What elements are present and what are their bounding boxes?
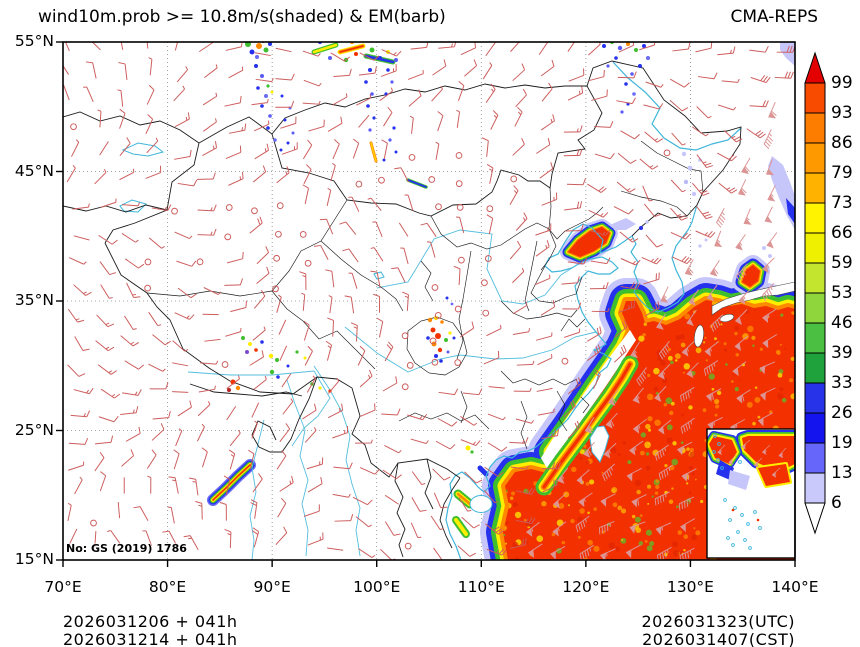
ribbon-bay-of-bengal-band bbox=[207, 459, 256, 506]
shaded-ribbons bbox=[207, 42, 639, 538]
ribbon-coast-blue-dab bbox=[477, 465, 489, 477]
shaded-region- bbox=[707, 431, 742, 469]
map-license-note: No: GS (2019) 1786 bbox=[66, 542, 187, 555]
colorbar bbox=[804, 51, 826, 535]
colorbar-tick-label: 6 bbox=[831, 493, 842, 513]
inset-content bbox=[707, 430, 795, 550]
ribbon-amur-streak-2 bbox=[337, 43, 366, 55]
chart-title: wind10m.prob >= 10.8m/s(shaded) & EM(bar… bbox=[38, 7, 446, 27]
ribbon-hainan-blob-1 bbox=[453, 489, 475, 509]
x-tick-label: 110°E bbox=[457, 578, 505, 596]
ribbon-mongolia-green-dash bbox=[406, 178, 428, 189]
x-tick-label: 70°E bbox=[44, 578, 82, 596]
init-time-cst: 2026031214 + 041h bbox=[63, 630, 238, 647]
model-name: CMA-REPS bbox=[730, 7, 818, 27]
islands bbox=[469, 281, 795, 513]
y-tick-label: 55°N bbox=[14, 32, 54, 50]
colorbar-tick-label: 99 bbox=[831, 73, 853, 93]
shaded-region-japan-sea-cell bbox=[732, 255, 770, 297]
colorbar-tick-label: 59 bbox=[831, 253, 853, 273]
init-time-utc: 2026031206 + 041h bbox=[63, 612, 238, 631]
colorbar-tick-label: 46 bbox=[831, 313, 853, 333]
strait-white-gap bbox=[541, 330, 636, 470]
x-tick-label: 80°E bbox=[148, 578, 187, 596]
x-tick-label: 100°E bbox=[353, 578, 401, 596]
colorbar-tick-label: 73 bbox=[831, 193, 853, 213]
y-tick-label: 35°N bbox=[14, 291, 54, 309]
y-tick-label: 25°N bbox=[14, 420, 54, 439]
colorbar-tick-label: 19 bbox=[831, 433, 853, 453]
valid-time-utc: 2026031323(UTC) bbox=[641, 612, 795, 631]
colorbar-tick-label: 66 bbox=[831, 223, 853, 243]
colorbar-tick-label: 86 bbox=[831, 133, 853, 153]
shaded-region-bohai-cell bbox=[560, 219, 618, 265]
ribbon-hainan-blob-2 bbox=[452, 516, 470, 538]
colorbar-tick-label: 39 bbox=[831, 343, 853, 363]
inset-map bbox=[706, 428, 796, 559]
colorbar-tick-label: 79 bbox=[831, 163, 853, 183]
x-tick-label: 130°E bbox=[666, 578, 714, 596]
ribbon-altai-orange-dash bbox=[369, 141, 378, 163]
wind-barbs bbox=[63, 42, 795, 560]
colorbar-tick-label: 26 bbox=[831, 403, 853, 423]
axis-ticks bbox=[56, 41, 796, 567]
colorbar-tick-label: 93 bbox=[831, 103, 853, 123]
valid-time-cst: 2026031407(CST) bbox=[642, 630, 795, 647]
colorbar-tick-label: 13 bbox=[831, 463, 853, 483]
shaded-patches bbox=[612, 42, 795, 230]
y-tick-label: 45°N bbox=[14, 161, 54, 180]
colorbar-tick-label: 53 bbox=[831, 283, 853, 303]
speck-cells bbox=[227, 42, 772, 454]
y-tick-label: 15°N bbox=[14, 550, 54, 568]
ribbon-amur-streak-1 bbox=[311, 42, 339, 55]
colorbar-tick-label: 33 bbox=[831, 373, 853, 393]
x-tick-label: 140°E bbox=[771, 578, 819, 596]
map-layers bbox=[63, 42, 795, 560]
x-tick-label: 120°E bbox=[562, 578, 610, 596]
country-borders bbox=[63, 60, 742, 558]
rivers bbox=[187, 229, 597, 560]
x-tick-label: 90°E bbox=[253, 578, 291, 596]
ribbon-taiwan-strait-streak bbox=[535, 355, 639, 496]
coastlines bbox=[445, 61, 742, 560]
